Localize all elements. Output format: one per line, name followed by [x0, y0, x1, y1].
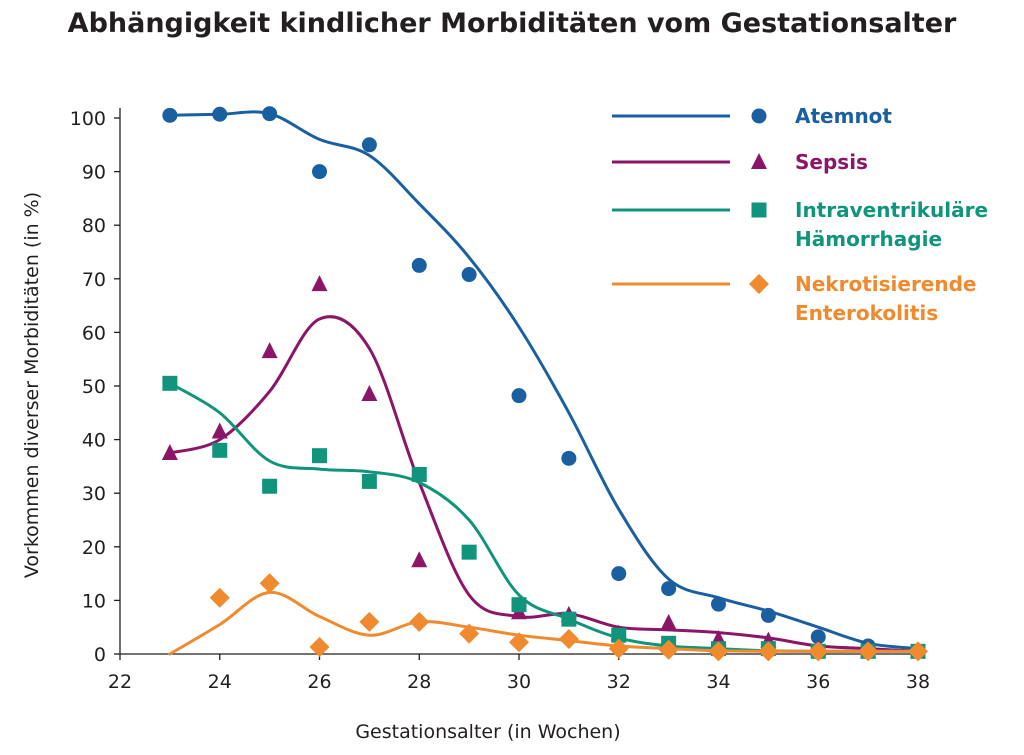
series-line [168, 590, 920, 656]
data-point [361, 473, 377, 489]
data-point [311, 275, 328, 292]
data-point [808, 641, 829, 662]
chart-title: Abhängigkeit kindlicher Morbiditäten vom… [67, 8, 957, 39]
legend-marker [751, 202, 767, 218]
data-point [511, 597, 527, 613]
series-curves [168, 110, 920, 656]
y-tick-label: 10 [82, 590, 106, 612]
data-point [658, 639, 679, 660]
x-tick-label: 32 [607, 671, 631, 693]
data-point [661, 581, 677, 597]
x-tick-label: 24 [208, 671, 232, 693]
data-point [411, 551, 428, 568]
y-tick-label: 30 [82, 483, 106, 505]
y-tick-label: 50 [82, 376, 106, 398]
data-point [611, 627, 627, 643]
y-tick-label: 40 [82, 430, 106, 452]
legend-label: Sepsis [795, 150, 868, 174]
legend-marker [749, 274, 769, 294]
data-point [361, 385, 378, 402]
data-point [509, 632, 529, 653]
x-tick-label: 26 [307, 671, 331, 693]
data-point [359, 611, 380, 632]
data-point [312, 448, 327, 464]
x-tick-label: 36 [806, 671, 830, 693]
data-point [162, 375, 178, 391]
x-tick-label: 30 [507, 671, 531, 693]
data-point [908, 641, 928, 662]
data-point [162, 107, 178, 123]
series-line [168, 110, 920, 651]
data-point [161, 444, 178, 460]
y-tick-label: 100 [70, 108, 106, 130]
data-point [262, 478, 278, 494]
series-markers [161, 106, 928, 662]
data-point [409, 611, 430, 632]
data-point [511, 388, 527, 404]
y-axis-title: Vorkommen diverser Morbiditäten (in %) [21, 192, 43, 578]
data-point [209, 587, 230, 608]
data-point [411, 466, 427, 482]
data-point [461, 544, 477, 560]
y-tick-label: 70 [82, 269, 106, 291]
data-point [411, 257, 427, 273]
legend-marker [751, 108, 767, 124]
data-point [561, 611, 577, 627]
y-tick-label: 80 [82, 215, 106, 237]
x-tick-label: 28 [407, 671, 431, 693]
axes: 0 10 20 30 40 50 60 70 80 90 100 22 24 26 28 30 32 34 36 38 [70, 108, 930, 693]
y-tick-label: 90 [82, 162, 106, 184]
legend-marker [751, 153, 767, 169]
data-point [561, 450, 577, 466]
legend-label: Nekrotisierende [795, 272, 977, 296]
data-point [212, 106, 228, 122]
data-point [660, 613, 677, 630]
data-point [611, 566, 627, 582]
data-point [461, 267, 477, 283]
data-point [212, 442, 228, 458]
x-tick-label: 34 [706, 671, 730, 693]
data-point [708, 641, 729, 662]
legend-label: Hämorrhagie [795, 227, 942, 251]
data-point [459, 623, 480, 644]
data-point [858, 641, 879, 662]
data-point [711, 596, 726, 612]
data-point [309, 637, 330, 658]
legend-label: Intraventrikuläre [795, 198, 988, 222]
data-point [262, 106, 278, 122]
data-point [259, 573, 280, 594]
data-point [312, 164, 327, 180]
data-point [361, 137, 377, 153]
y-tick-label: 20 [82, 537, 106, 559]
data-point [261, 342, 278, 359]
data-point [211, 422, 228, 439]
y-tick-label: 0 [94, 644, 106, 666]
legend-label: Atemnot [795, 104, 892, 128]
series-line [168, 381, 920, 653]
data-point [760, 607, 776, 623]
x-axis-title: Gestationsalter (in Wochen) [355, 721, 620, 743]
data-point [558, 628, 579, 649]
x-tick-label: 22 [108, 671, 132, 693]
data-point [758, 641, 779, 662]
legend-label: Enterokolitis [795, 301, 938, 325]
x-tick-label: 38 [906, 671, 930, 693]
legend: Atemnot Sepsis Intraventrikuläre Hämorrhagi… [612, 104, 988, 325]
data-point [810, 629, 826, 645]
data-point [608, 638, 629, 659]
y-tick-label: 60 [82, 322, 106, 344]
